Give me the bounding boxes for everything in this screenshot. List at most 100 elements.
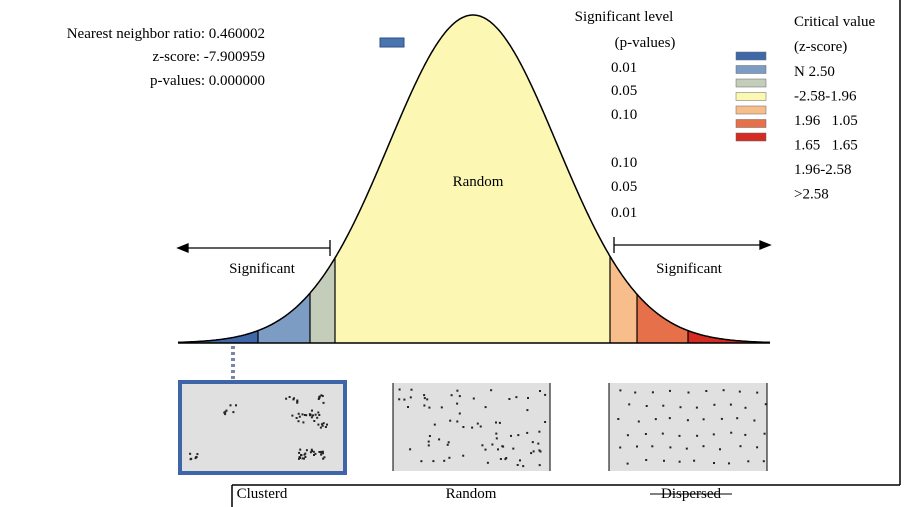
dot [527,397,529,399]
legend-swatch [735,92,767,101]
dot [678,460,681,463]
dot [423,397,426,400]
dot [398,398,401,401]
label: 0.05 [611,179,637,195]
dot [687,391,690,394]
dot [508,398,511,400]
dot [297,412,300,415]
label: -2.58-1.96 [794,89,857,105]
dot [645,405,648,407]
dot [484,448,487,451]
dot [719,448,721,451]
dot [447,441,450,444]
dot [456,420,459,423]
dot [301,457,304,460]
dot [756,391,759,394]
dot [531,441,534,444]
dot [729,403,732,406]
dot [486,461,489,464]
dot [298,457,300,460]
dot [324,426,327,428]
dot [316,416,319,419]
dot [225,409,228,412]
dot [310,448,313,451]
dot [462,454,465,457]
dot [705,390,708,392]
dot [458,412,461,415]
dot [476,422,479,425]
dot [626,434,629,437]
label: 0.01 [611,60,637,76]
dot [317,398,320,400]
dot [322,457,325,460]
dot [303,453,306,456]
label: 0.05 [611,83,637,99]
label: 0.10 [611,155,637,171]
dot [668,417,671,420]
dot [538,449,541,452]
dot [326,423,328,426]
dot [678,434,681,437]
dot [235,404,237,407]
dot [753,419,756,422]
bell-curve [178,14,771,344]
dot [544,421,547,423]
dot [311,409,313,412]
dot [495,432,498,435]
dot [636,445,638,448]
dot [319,426,322,429]
dot [756,446,759,449]
legend-swatch [735,78,767,88]
dot [479,425,482,428]
dot [194,457,197,460]
dot [669,389,671,392]
dot [298,415,301,418]
dot [713,403,716,406]
dot [498,421,501,424]
dot [763,432,766,435]
dot [189,452,192,455]
dot [321,423,323,426]
label: N 2.50 [794,64,835,80]
dot [296,401,299,404]
legend-swatch [735,119,767,128]
legend [735,51,767,142]
dot [313,420,316,422]
dot [432,460,435,463]
dot [314,413,317,416]
dot [297,420,300,423]
dot [440,406,443,409]
dot [696,434,699,437]
label: 1.96-2.58 [794,162,852,178]
label: Significant [656,261,723,277]
arrows [176,237,772,256]
label: Significant [229,261,296,277]
dot [484,406,487,409]
dot [510,434,512,437]
dot [293,397,295,400]
dot [322,422,325,425]
label: Critical value [794,14,876,30]
label: 1.65 1.65 [794,138,858,154]
dot [738,390,741,393]
dot [744,406,747,409]
dot [730,431,733,434]
dot [645,459,648,461]
dot [292,398,295,401]
label: Nearest neighbor ratio: 0.460002 [67,26,265,42]
dot [747,460,750,463]
patterns [178,380,768,475]
dot [224,410,227,413]
dot [764,403,767,406]
dot [443,459,446,462]
dot [300,454,302,456]
dot [722,389,725,392]
dot [516,464,519,466]
dot [321,452,324,455]
dot [532,450,535,453]
dot [398,388,401,391]
dot [472,397,475,400]
dot [685,447,688,450]
dot [720,417,723,420]
